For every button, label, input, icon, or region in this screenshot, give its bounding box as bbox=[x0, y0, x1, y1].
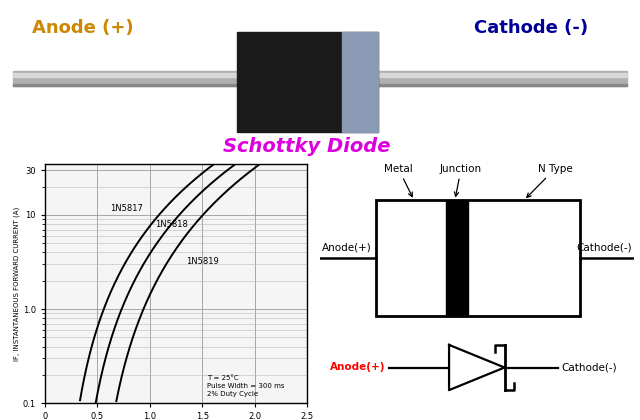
Bar bbox=[378, 71, 627, 86]
Bar bbox=[13, 71, 250, 86]
Text: Anode(+): Anode(+) bbox=[321, 242, 371, 252]
Text: Cathode(-): Cathode(-) bbox=[577, 242, 632, 252]
Text: 1N5817: 1N5817 bbox=[110, 204, 143, 213]
Bar bbox=[376, 200, 580, 315]
Text: Anode(+): Anode(+) bbox=[330, 362, 385, 373]
Text: Schottky Diode: Schottky Diode bbox=[223, 136, 391, 155]
Bar bbox=[378, 84, 627, 86]
Text: Junction: Junction bbox=[440, 164, 482, 196]
Text: 1N5818: 1N5818 bbox=[155, 220, 188, 229]
Y-axis label: IF, INSTANTANEOUS FORWARD CURRENT (A): IF, INSTANTANEOUS FORWARD CURRENT (A) bbox=[13, 206, 20, 361]
Text: Anode (+): Anode (+) bbox=[33, 19, 134, 37]
Text: N Type: N Type bbox=[527, 164, 573, 197]
Bar bbox=[13, 84, 250, 86]
Text: 1N5819: 1N5819 bbox=[186, 257, 220, 266]
Text: Cathode(-): Cathode(-) bbox=[562, 362, 618, 373]
Bar bbox=[342, 32, 378, 132]
Text: Metal: Metal bbox=[384, 164, 413, 197]
Text: T = 25°C
Pulse Width = 300 ms
2% Duty Cycle: T = 25°C Pulse Width = 300 ms 2% Duty Cy… bbox=[207, 375, 285, 397]
Text: Cathode (-): Cathode (-) bbox=[474, 19, 588, 37]
Bar bbox=[237, 32, 378, 132]
Bar bbox=[457, 200, 468, 315]
Bar bbox=[446, 200, 458, 315]
Bar bbox=[378, 73, 627, 77]
Bar bbox=[13, 73, 250, 77]
